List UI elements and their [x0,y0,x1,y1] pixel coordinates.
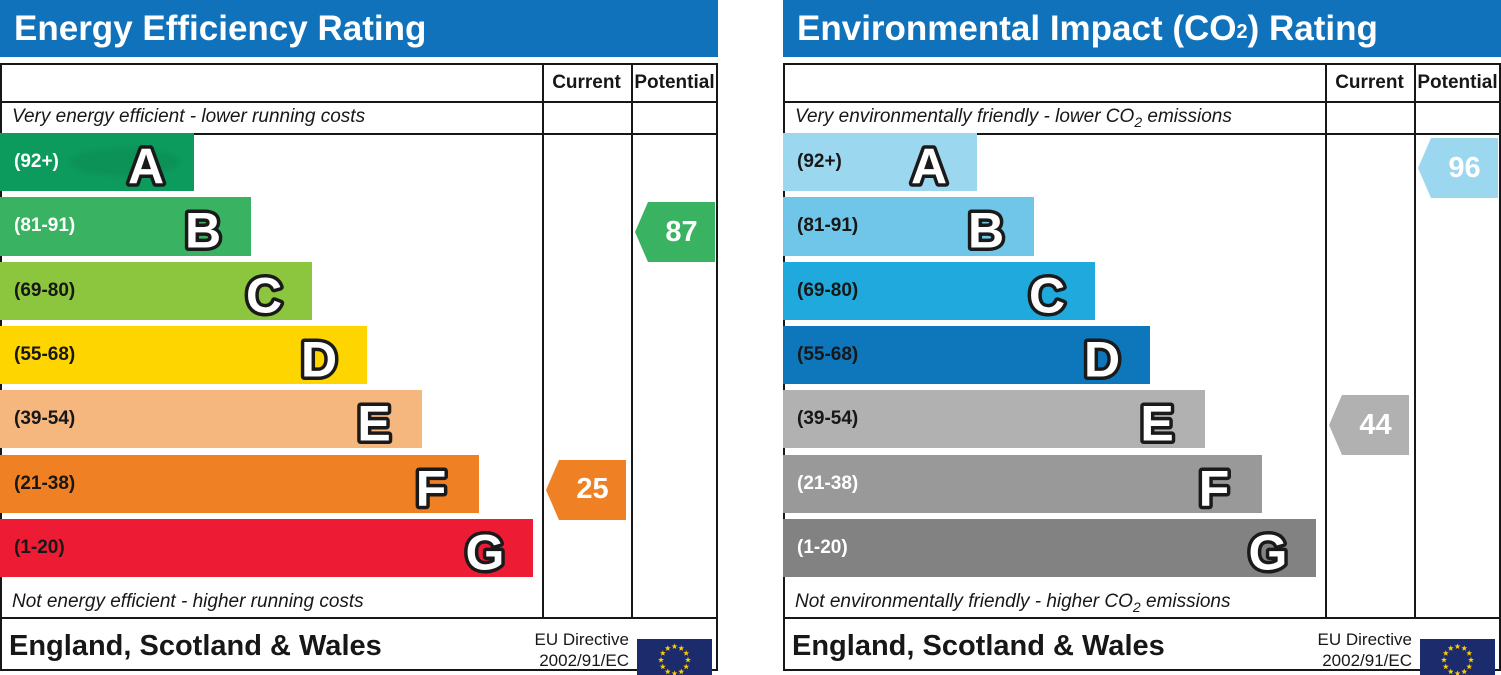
svg-text:G: G [466,525,505,577]
svg-text:G: G [1249,525,1288,577]
svg-text:A: A [911,139,947,191]
svg-text:E: E [357,396,390,448]
svg-text:D: D [301,332,337,384]
svg-text:A: A [128,139,164,191]
svg-text:C: C [1029,267,1065,319]
svg-text:B: B [968,203,1004,255]
svg-text:E: E [1140,396,1173,448]
svg-text:D: D [1084,332,1120,384]
svg-text:B: B [185,203,221,255]
svg-text:F: F [416,460,447,512]
svg-text:C: C [246,267,282,319]
svg-text:F: F [1199,460,1230,512]
